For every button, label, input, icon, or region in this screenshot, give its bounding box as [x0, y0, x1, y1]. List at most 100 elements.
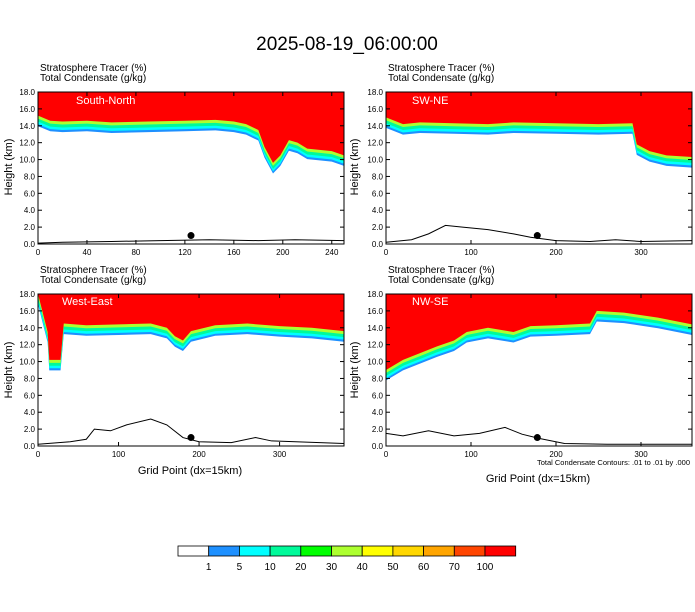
x-tick-label: 300 [273, 450, 287, 459]
plot-frame [385, 293, 693, 447]
field-label-tracer: Stratosphere Tracer (%) [40, 63, 147, 74]
x-tick-label: 100 [464, 248, 478, 257]
x-axis-label: Grid Point (dx=15km) [486, 473, 590, 485]
x-tick-label: 0 [36, 248, 41, 257]
plot-area: 0.0 2.0 4.0 6.0 8.0 10.0 12.0 14.0 16.0 18.0 0 40 80… [19, 88, 345, 257]
plot-frame [385, 91, 693, 245]
x-tick-label: 0 [384, 450, 389, 459]
location-marker [533, 232, 541, 240]
y-tick-label: 4.0 [372, 408, 384, 417]
field-label-tracer: Stratosphere Tracer (%) [388, 265, 495, 276]
panel-south-north: Stratosphere Tracer (%) Total Condensate… [3, 63, 345, 257]
y-tick-label: 10.0 [19, 156, 35, 165]
y-tick-label: 14.0 [367, 122, 383, 131]
colorbar-label: 100 [477, 562, 494, 573]
stratosphere-tracer-region [38, 92, 344, 163]
y-tick-label: 8.0 [372, 172, 384, 181]
y-tick-label: 14.0 [19, 324, 35, 333]
plot-frame [37, 293, 345, 447]
panel-label: West-East [62, 296, 113, 308]
y-tick-label: 2.0 [24, 425, 36, 434]
colorbar-label: 20 [295, 562, 307, 573]
y-tick-label: 2.0 [372, 425, 384, 434]
y-tick-label: 0.0 [24, 240, 36, 249]
colorbar-label: 5 [237, 562, 243, 573]
panel-label: NW-SE [412, 296, 448, 308]
colorbar-label: 60 [418, 562, 430, 573]
y-tick-label: 18.0 [367, 290, 383, 299]
field-label-condensate: Total Condensate (g/kg) [40, 275, 146, 286]
colorbar-swatch [177, 545, 210, 557]
colorbar-swatch [453, 545, 486, 557]
y-tick-label: 14.0 [19, 122, 35, 131]
x-tick-label: 100 [464, 450, 478, 459]
colorbar-swatch [238, 545, 271, 557]
colorbar-swatch [208, 545, 240, 557]
x-tick-label: 120 [178, 248, 192, 257]
y-tick-label: 12.0 [19, 139, 35, 148]
y-tick-label: 6.0 [24, 189, 36, 198]
y-tick-label: 0.0 [24, 442, 36, 451]
x-tick-label: 40 [83, 248, 92, 257]
y-axis-label: Height (km) [349, 342, 361, 399]
x-tick-label: 200 [549, 450, 563, 459]
field-label-tracer: Stratosphere Tracer (%) [388, 63, 495, 74]
stratosphere-tracer-region [386, 294, 692, 370]
y-tick-label: 10.0 [19, 358, 35, 367]
colorbar-label: 1 [206, 562, 212, 573]
colorbar-swatch [361, 545, 394, 557]
colorbar-label: 40 [357, 562, 369, 573]
colorbar-swatch [300, 545, 332, 557]
colorbar-swatch [331, 545, 363, 557]
y-tick-label: 4.0 [24, 408, 36, 417]
colorbar-label: 30 [326, 562, 338, 573]
y-tick-label: 6.0 [372, 189, 384, 198]
field-label-condensate: Total Condensate (g/kg) [388, 275, 494, 286]
panel-nw-se: Stratosphere Tracer (%) Total Condensate… [349, 265, 693, 485]
y-tick-label: 14.0 [367, 324, 383, 333]
panel-sw-ne: Stratosphere Tracer (%) Total Condensate… [349, 63, 693, 257]
y-tick-label: 0.0 [372, 240, 384, 249]
stratosphere-tracer-region [386, 92, 692, 158]
colorbar-swatch [392, 545, 424, 557]
x-tick-label: 0 [36, 450, 41, 459]
colorbar-label: 10 [265, 562, 277, 573]
x-tick-label: 200 [549, 248, 563, 257]
y-axis-label: Height (km) [3, 342, 15, 399]
plot-area: 0.0 2.0 4.0 6.0 8.0 10.0 12.0 14.0 16.0 18.0 0 100 2… [367, 88, 693, 257]
x-tick-label: 300 [634, 450, 648, 459]
y-tick-label: 16.0 [19, 105, 35, 114]
figure-title: 2025-08-19_06:00:00 [256, 34, 438, 55]
panel-label: SW-NE [412, 95, 448, 107]
location-marker [187, 434, 195, 442]
terrain-line [386, 426, 692, 445]
y-tick-label: 16.0 [367, 105, 383, 114]
x-tick-label: 200 [192, 450, 206, 459]
colorbar-label: 50 [387, 562, 399, 573]
y-tick-label: 2.0 [372, 223, 384, 232]
x-tick-label: 200 [276, 248, 290, 257]
location-marker [533, 434, 541, 442]
location-marker [187, 232, 195, 240]
x-tick-label: 160 [227, 248, 241, 257]
y-tick-label: 4.0 [24, 206, 36, 215]
field-label-condensate: Total Condensate (g/kg) [388, 73, 494, 84]
panel-west-east: Stratosphere Tracer (%) Total Condensate… [3, 265, 345, 477]
y-tick-label: 12.0 [367, 341, 383, 350]
x-axis-label: Grid Point (dx=15km) [138, 465, 242, 477]
y-tick-label: 12.0 [19, 341, 35, 350]
y-tick-label: 10.0 [367, 358, 383, 367]
x-tick-label: 300 [634, 248, 648, 257]
x-tick-label: 0 [384, 248, 389, 257]
y-tick-label: 16.0 [19, 307, 35, 316]
y-tick-label: 4.0 [372, 206, 384, 215]
y-tick-label: 8.0 [24, 172, 36, 181]
y-tick-label: 10.0 [367, 156, 383, 165]
y-axis-label: Height (km) [349, 139, 361, 196]
field-label-tracer: Stratosphere Tracer (%) [40, 265, 147, 276]
y-tick-label: 0.0 [372, 442, 384, 451]
y-tick-label: 2.0 [24, 223, 36, 232]
y-tick-label: 18.0 [367, 88, 383, 97]
colorbar-swatch [423, 545, 455, 557]
